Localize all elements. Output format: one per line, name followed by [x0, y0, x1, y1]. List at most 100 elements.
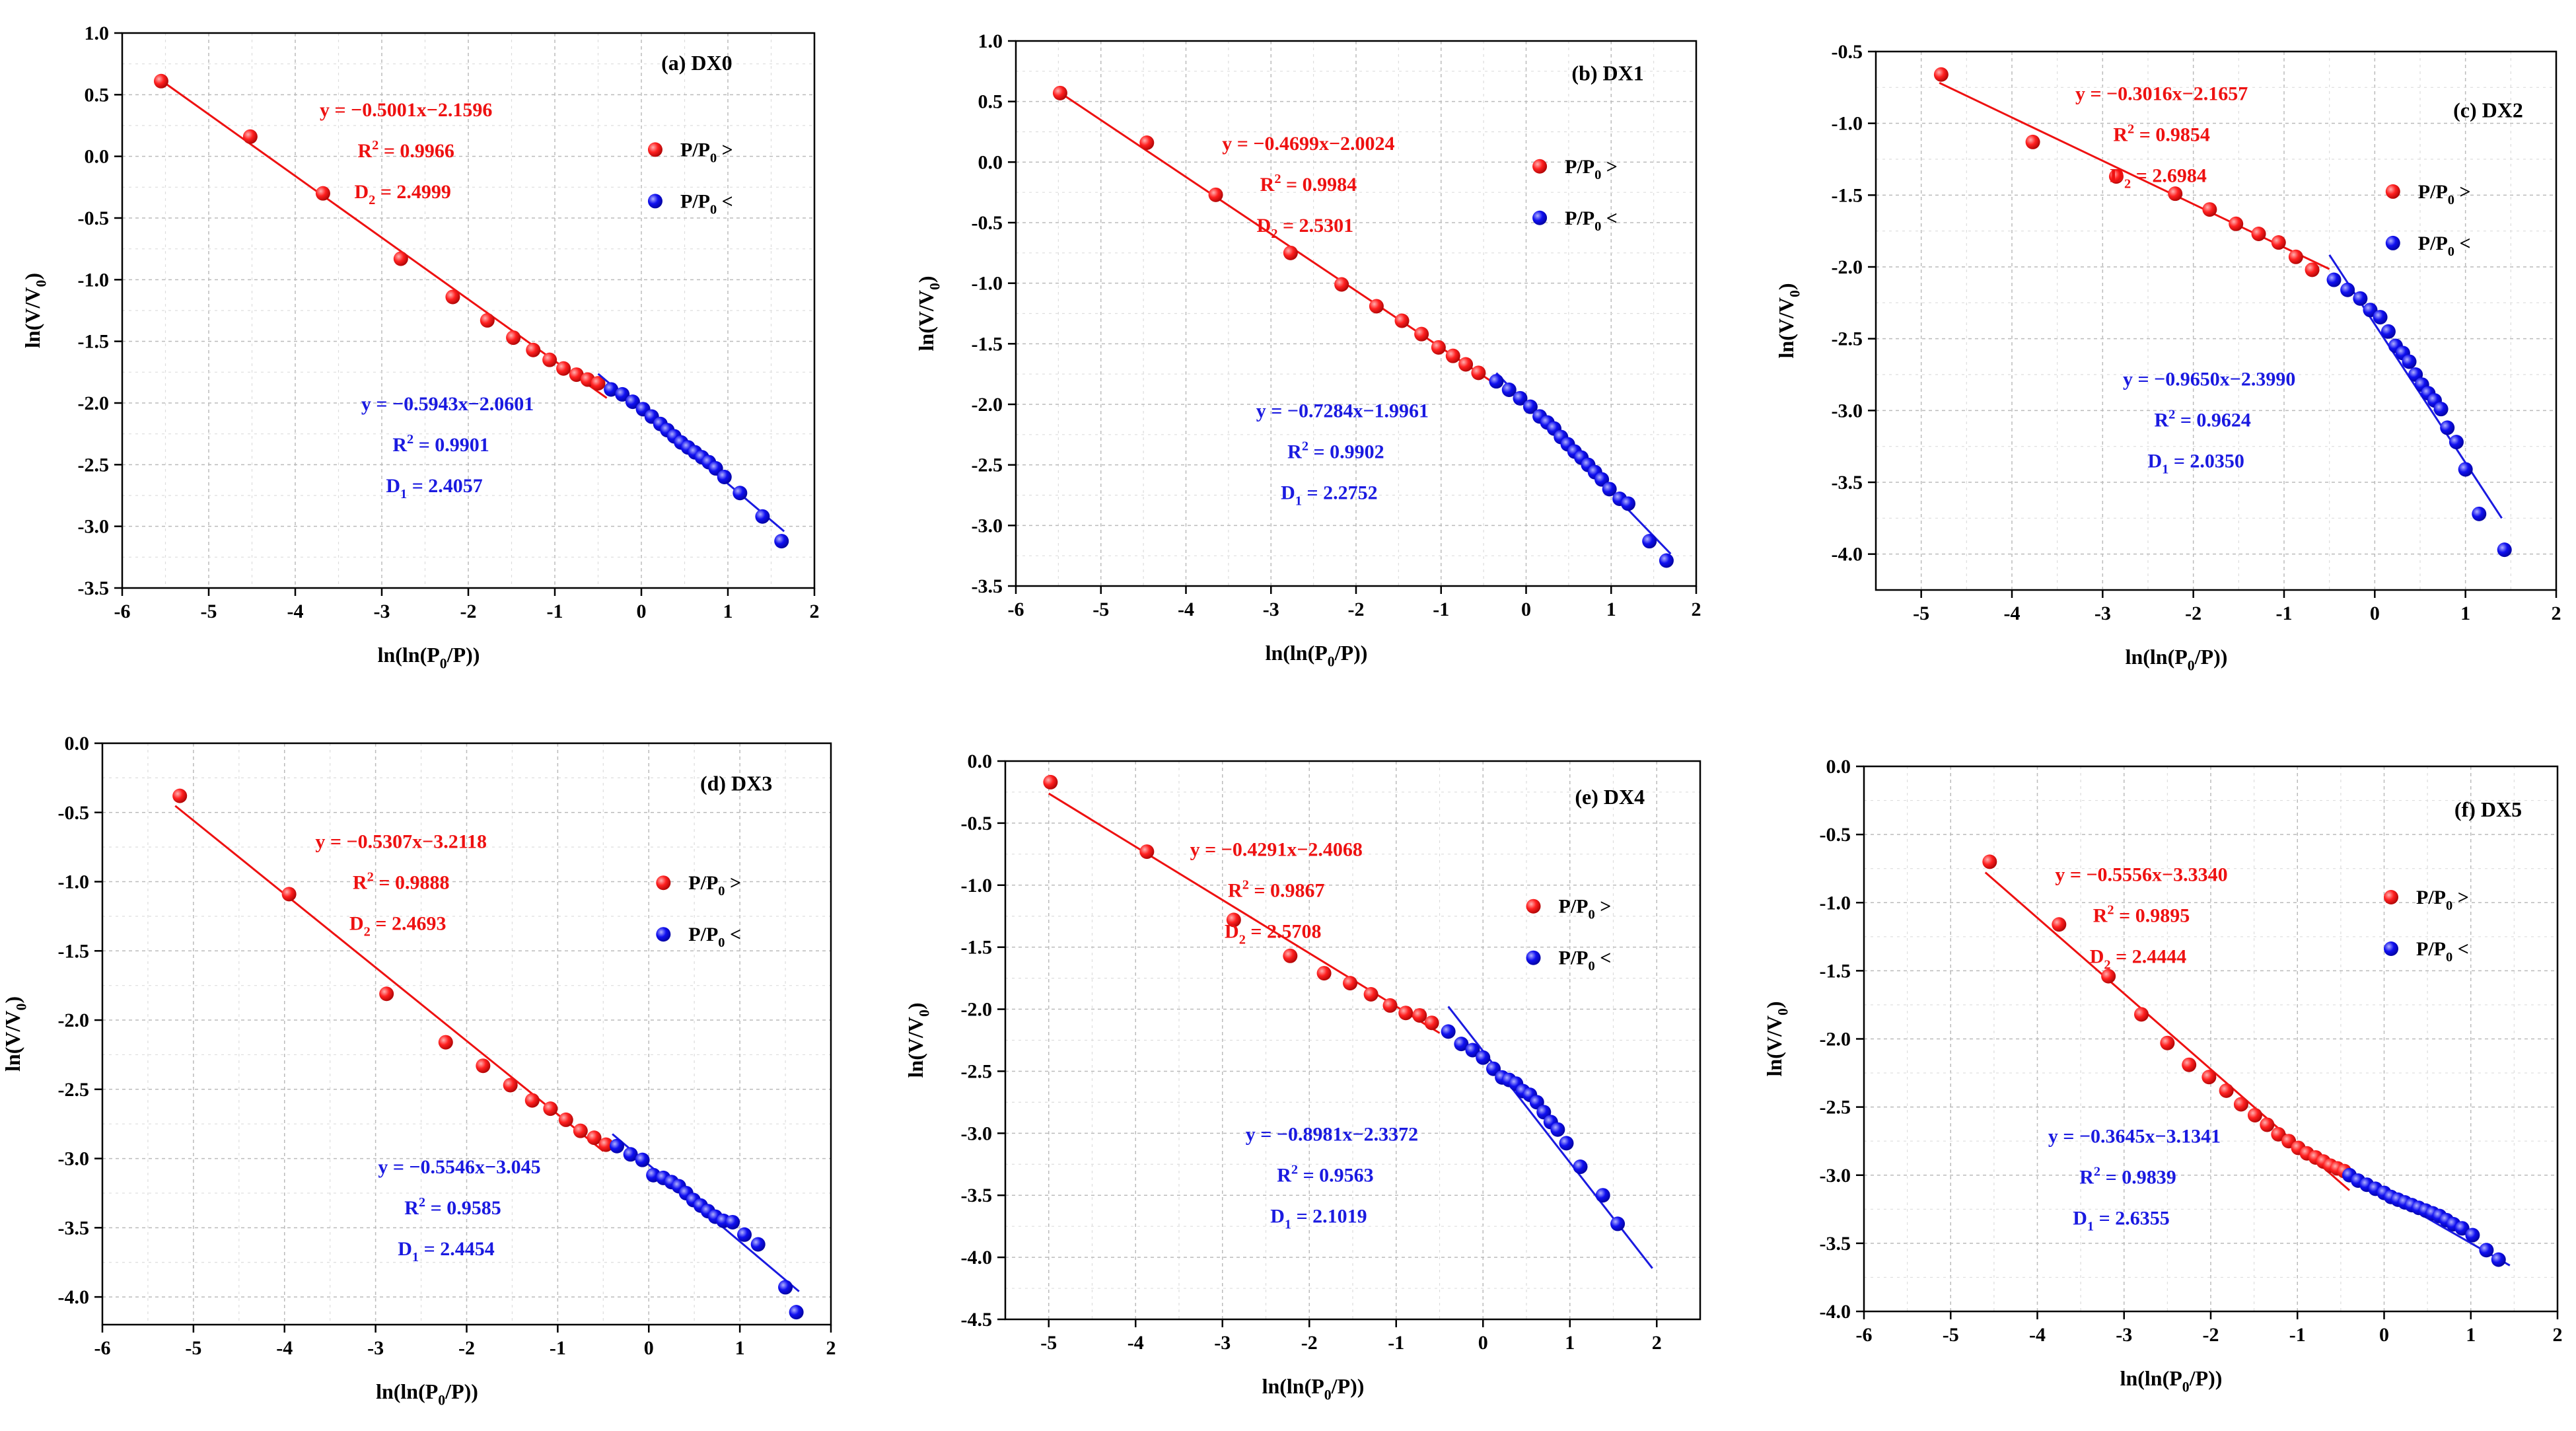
x-tick-label: -4	[1178, 599, 1194, 620]
red-data-point	[1431, 340, 1446, 355]
legend-label: P/P0 <	[2418, 233, 2471, 259]
y-tick-label: -1.5	[1820, 960, 1851, 982]
x-tick-label: -1	[1433, 599, 1449, 620]
blue-data-point	[625, 394, 640, 410]
blue-data-point	[1522, 399, 1538, 414]
y-tick-label: -2.0	[1832, 256, 1863, 278]
red-fractal-dimension: D2 = 2.5708	[1225, 921, 1321, 947]
red-data-point	[2182, 1057, 2197, 1072]
red-data-point	[1445, 348, 1460, 363]
red-data-point	[2271, 235, 2286, 250]
x-axis-label: ln(ln(P0/P))	[1266, 641, 1368, 670]
y-tick-label: -3.5	[961, 1185, 993, 1206]
blue-r-squared: R2 = 0.9585	[404, 1195, 501, 1219]
blue-r-squared: R2 = 0.9901	[392, 432, 489, 456]
y-tick-label: -1.5	[78, 331, 110, 353]
y-tick-label: -3.5	[1832, 472, 1863, 494]
blue-data-point	[750, 1237, 766, 1252]
y-tick-label: -3.5	[972, 575, 1003, 597]
legend-marker-blue	[656, 927, 671, 942]
blue-data-point	[604, 382, 619, 397]
plot-frame	[1004, 760, 1701, 1321]
blue-data-point	[1454, 1037, 1469, 1052]
blue-data-point	[2497, 542, 2512, 558]
blue-r-squared: R2 = 0.9902	[1287, 439, 1384, 462]
y-tick-label: -4.5	[961, 1309, 993, 1331]
red-fractal-dimension: D2 = 2.5301	[1257, 215, 1353, 241]
y-tick-label: -3.5	[58, 1217, 90, 1239]
x-tick-label: -4	[287, 601, 304, 622]
red-data-point	[1226, 912, 1241, 928]
x-tick-label: -2	[458, 1337, 475, 1359]
red-data-point	[2168, 186, 2183, 202]
legend-marker-blue	[1532, 210, 1548, 225]
y-tick-label: -1.0	[78, 269, 110, 291]
red-data-point	[2108, 169, 2124, 184]
x-tick-label: 0	[1521, 599, 1531, 620]
blue-fit-equation: y = −0.7284x−1.9961	[1256, 400, 1429, 422]
y-tick-label: -1.5	[972, 333, 1003, 355]
x-tick-label: 1	[723, 601, 733, 622]
blue-data-point	[725, 1214, 740, 1229]
red-data-point	[2288, 249, 2303, 264]
legend-label: P/P0 >	[2418, 181, 2471, 207]
x-tick-label: -3	[2116, 1324, 2132, 1346]
x-tick-label: -1	[2289, 1324, 2306, 1346]
y-tick-label: 0.0	[85, 146, 110, 168]
x-tick-label: 1	[1565, 1332, 1575, 1354]
red-data-point	[503, 1078, 518, 1093]
blue-data-point	[2326, 272, 2342, 287]
legend-label: P/P0 <	[1559, 947, 1612, 974]
legend-label: P/P0 <	[2416, 938, 2469, 965]
y-tick-label: -0.5	[1820, 824, 1851, 846]
y-tick-label: -1.5	[58, 940, 90, 962]
chart-title: (f) DX5	[2454, 797, 2522, 821]
red-data-point	[1424, 1015, 1439, 1031]
red-data-point	[590, 376, 606, 391]
x-tick-label: -5	[1092, 599, 1109, 620]
y-tick-label: -0.5	[58, 802, 90, 824]
y-axis-label: ln(V/V0)	[20, 273, 50, 348]
red-data-point	[573, 1123, 588, 1138]
red-data-point	[2052, 917, 2067, 932]
blue-data-point	[2380, 324, 2396, 339]
red-data-point	[526, 342, 541, 357]
x-tick-label: -1	[547, 601, 563, 622]
x-axis-label: ln(ln(P0/P))	[2126, 645, 2228, 674]
x-tick-label: 1	[1606, 599, 1616, 620]
red-data-point	[598, 1137, 614, 1152]
x-tick-label: -3	[2094, 603, 2111, 624]
x-tick-label: 0	[1478, 1332, 1488, 1354]
blue-data-point	[1441, 1024, 1456, 1039]
y-tick-label: -4.0	[961, 1247, 993, 1268]
red-data-point	[1382, 998, 1398, 1013]
y-tick-label: -1.5	[1832, 184, 1863, 206]
y-tick-label: -0.5	[78, 207, 110, 229]
red-data-point	[1982, 854, 1997, 869]
blue-fractal-dimension: D1 = 2.2752	[1281, 482, 1377, 508]
red-data-point	[393, 251, 408, 266]
x-tick-label: 1	[2466, 1324, 2476, 1346]
legend-marker-red	[1526, 899, 1541, 914]
y-tick-label: -2.0	[961, 999, 993, 1021]
red-data-point	[2251, 227, 2266, 242]
red-data-point	[558, 1112, 573, 1127]
x-tick-label: -4	[276, 1337, 293, 1359]
red-data-point	[1414, 326, 1429, 342]
blue-data-point	[2472, 506, 2487, 521]
chart-title: (a) DX0	[661, 51, 733, 75]
y-tick-label: -1.0	[1820, 892, 1851, 914]
red-fractal-dimension: D2 = 2.4999	[354, 181, 450, 207]
red-data-point	[543, 1101, 558, 1117]
x-tick-label: 0	[2379, 1324, 2389, 1346]
x-tick-label: 2	[1692, 599, 1701, 620]
red-data-point	[445, 289, 460, 305]
x-tick-label: 0	[637, 601, 647, 622]
blue-data-point	[1594, 472, 1610, 487]
blue-data-point	[615, 386, 630, 402]
red-fit-equation: y = −0.5556x−3.3340	[2055, 863, 2227, 885]
blue-fit-equation: y = −0.5943x−2.0601	[361, 393, 534, 415]
red-data-point	[1052, 85, 1067, 100]
blue-data-point	[2340, 282, 2355, 297]
